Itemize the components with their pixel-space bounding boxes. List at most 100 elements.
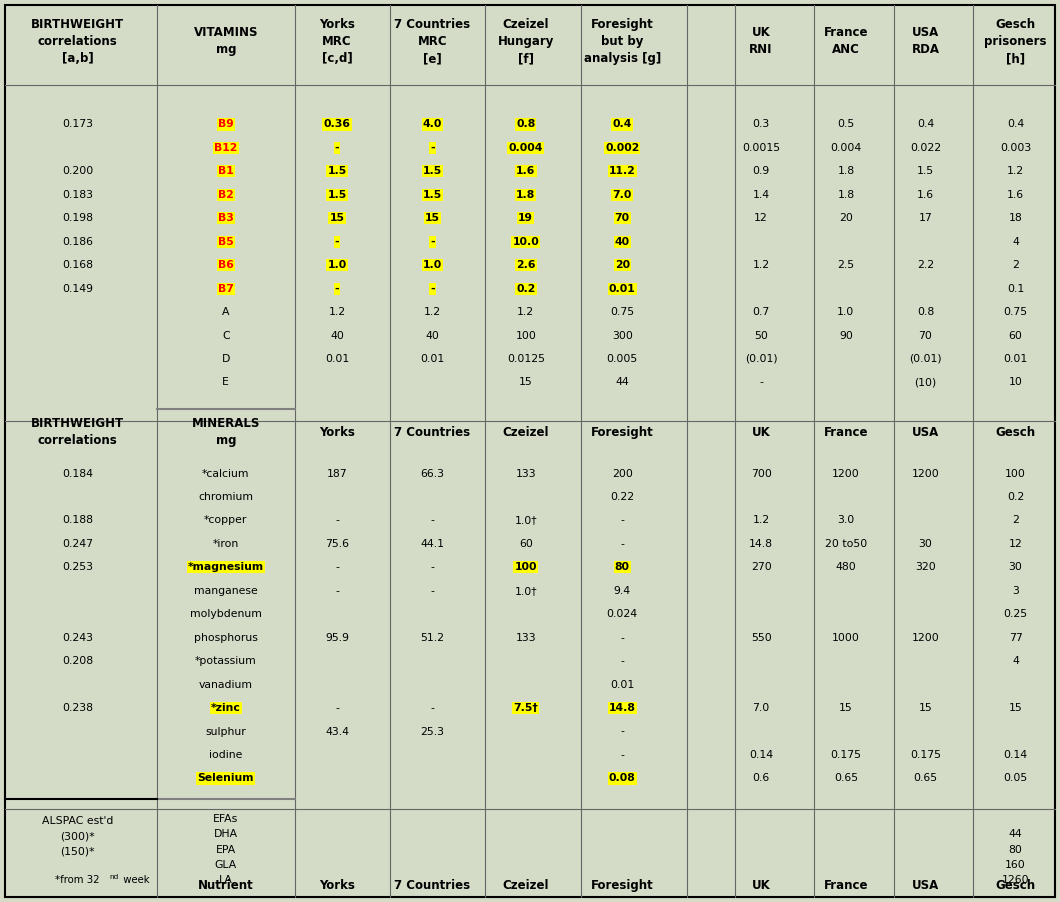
Text: *magnesium: *magnesium	[188, 562, 264, 573]
Text: 0.184: 0.184	[61, 468, 93, 479]
Text: USA
RDA: USA RDA	[912, 26, 939, 57]
Text: 0.01: 0.01	[611, 679, 634, 690]
Text: B5: B5	[218, 236, 233, 247]
Text: 90: 90	[838, 330, 853, 341]
Text: Gesch: Gesch	[995, 426, 1036, 438]
Text: 7.0: 7.0	[753, 703, 770, 713]
Text: 10.0: 10.0	[512, 236, 540, 247]
Text: 0.0125: 0.0125	[507, 354, 545, 364]
Text: 270: 270	[750, 562, 772, 573]
Text: 1200: 1200	[912, 468, 939, 479]
Text: 1.0†: 1.0†	[514, 585, 537, 596]
Text: 70: 70	[615, 213, 630, 224]
Text: -: -	[335, 236, 339, 247]
Text: 44: 44	[1009, 829, 1022, 840]
Text: phosphorus: phosphorus	[194, 632, 258, 643]
Text: 70: 70	[918, 330, 933, 341]
Text: *potassium: *potassium	[195, 656, 257, 667]
Text: 0.188: 0.188	[61, 515, 93, 526]
Text: -: -	[620, 656, 624, 667]
Text: 1.0: 1.0	[837, 307, 854, 318]
Text: 0.168: 0.168	[61, 260, 93, 271]
Text: 15: 15	[330, 213, 345, 224]
Text: 1.0: 1.0	[328, 260, 347, 271]
Text: 2.5: 2.5	[837, 260, 854, 271]
Text: nd: nd	[109, 874, 119, 879]
Text: 7 Countries
MRC
[e]: 7 Countries MRC [e]	[394, 18, 471, 65]
Text: 7.0: 7.0	[613, 189, 632, 200]
Text: 0.4: 0.4	[613, 119, 632, 130]
Text: (0.01): (0.01)	[909, 354, 941, 364]
Text: B3: B3	[218, 213, 233, 224]
Text: Czeizel: Czeizel	[502, 426, 549, 438]
Text: -: -	[335, 703, 339, 713]
Text: 0.75: 0.75	[1004, 307, 1027, 318]
Text: 14.8: 14.8	[608, 703, 636, 713]
Text: 1.5: 1.5	[917, 166, 934, 177]
Text: -: -	[620, 515, 624, 526]
Text: 1.8: 1.8	[837, 189, 854, 200]
Text: Czeizel: Czeizel	[502, 879, 549, 892]
Text: 0.024: 0.024	[606, 609, 638, 620]
Text: 0.01: 0.01	[1004, 354, 1027, 364]
Text: Czeizel
Hungary
[f]: Czeizel Hungary [f]	[497, 18, 554, 65]
Text: 1260: 1260	[1002, 875, 1029, 886]
Text: 75.6: 75.6	[325, 538, 349, 549]
Text: 7 Countries: 7 Countries	[394, 426, 471, 438]
Text: 100: 100	[514, 562, 537, 573]
Text: manganese: manganese	[194, 585, 258, 596]
Text: BIRTHWEIGHT
correlations: BIRTHWEIGHT correlations	[31, 417, 124, 447]
Text: 0.208: 0.208	[61, 656, 93, 667]
Text: 0.4: 0.4	[917, 119, 934, 130]
Text: 0.004: 0.004	[830, 143, 862, 153]
Text: 0.243: 0.243	[61, 632, 93, 643]
Text: 2: 2	[1012, 515, 1019, 526]
Text: 0.3: 0.3	[753, 119, 770, 130]
Text: 0.14: 0.14	[749, 750, 773, 760]
Text: 30: 30	[1008, 562, 1023, 573]
Text: 0.9: 0.9	[753, 166, 770, 177]
Text: Nutrient: Nutrient	[198, 879, 253, 892]
Text: -: -	[620, 632, 624, 643]
Text: ALSPAC est'd: ALSPAC est'd	[41, 815, 113, 826]
Text: 700: 700	[750, 468, 772, 479]
Text: 1.8: 1.8	[837, 166, 854, 177]
Text: Gesch
prisoners
[h]: Gesch prisoners [h]	[985, 18, 1046, 65]
Text: 0.25: 0.25	[1004, 609, 1027, 620]
Text: 30: 30	[918, 538, 933, 549]
Text: 15: 15	[425, 213, 440, 224]
Text: USA: USA	[912, 879, 939, 892]
Text: 40: 40	[425, 330, 440, 341]
Text: E: E	[223, 377, 229, 388]
Text: -: -	[620, 726, 624, 737]
Text: 0.0015: 0.0015	[742, 143, 780, 153]
Text: 0.247: 0.247	[61, 538, 93, 549]
Text: 9.4: 9.4	[614, 585, 631, 596]
Text: USA: USA	[912, 426, 939, 438]
Text: 0.003: 0.003	[1000, 143, 1031, 153]
Text: 1.5: 1.5	[328, 166, 347, 177]
Text: 15: 15	[919, 703, 932, 713]
Text: 320: 320	[915, 562, 936, 573]
Text: 1.2: 1.2	[753, 260, 770, 271]
Text: 0.198: 0.198	[61, 213, 93, 224]
Text: -: -	[620, 750, 624, 760]
Text: 0.186: 0.186	[61, 236, 93, 247]
Text: -: -	[335, 585, 339, 596]
Text: -: -	[335, 283, 339, 294]
Text: C: C	[222, 330, 230, 341]
Text: 1.6: 1.6	[917, 189, 934, 200]
Text: *iron: *iron	[213, 538, 238, 549]
Text: 20: 20	[615, 260, 630, 271]
Text: 10: 10	[1008, 377, 1023, 388]
Text: 1200: 1200	[912, 632, 939, 643]
Text: 60: 60	[1008, 330, 1023, 341]
Text: 1.2: 1.2	[753, 515, 770, 526]
Text: 1.8: 1.8	[516, 189, 535, 200]
Text: -: -	[430, 562, 435, 573]
Text: 0.005: 0.005	[606, 354, 638, 364]
Text: Yorks: Yorks	[319, 879, 355, 892]
Text: Foresight
but by
analysis [g]: Foresight but by analysis [g]	[584, 18, 660, 65]
Text: 20 to50: 20 to50	[825, 538, 867, 549]
Text: 1.0: 1.0	[423, 260, 442, 271]
